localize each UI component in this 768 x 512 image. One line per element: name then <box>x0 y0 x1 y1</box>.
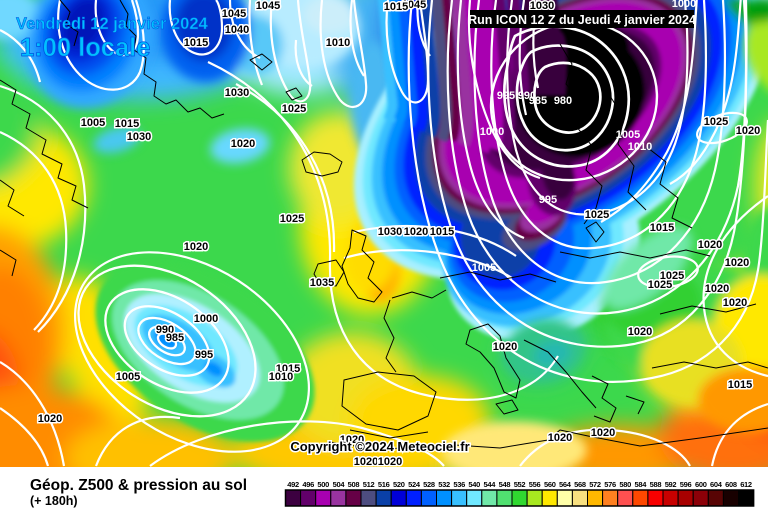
svg-text:1015: 1015 <box>728 379 752 391</box>
svg-text:1015: 1015 <box>276 363 300 375</box>
svg-text:1020: 1020 <box>725 257 749 269</box>
svg-text:1020: 1020 <box>231 138 255 150</box>
svg-text:1020: 1020 <box>493 341 517 353</box>
svg-text:1005: 1005 <box>472 262 496 274</box>
svg-text:560: 560 <box>544 480 556 489</box>
svg-text:516: 516 <box>378 480 390 489</box>
svg-text:584: 584 <box>634 480 647 489</box>
svg-text:604: 604 <box>710 480 723 489</box>
svg-text:1025: 1025 <box>585 209 609 221</box>
svg-text:552: 552 <box>514 480 526 489</box>
svg-text:544: 544 <box>483 480 496 489</box>
svg-text:536: 536 <box>453 480 465 489</box>
svg-text:612: 612 <box>740 480 752 489</box>
svg-text:985: 985 <box>166 332 184 344</box>
svg-text:524: 524 <box>408 480 421 489</box>
svg-text:596: 596 <box>680 480 692 489</box>
svg-text:1045: 1045 <box>222 8 246 20</box>
svg-text:1020: 1020 <box>628 326 652 338</box>
svg-text:504: 504 <box>333 480 346 489</box>
svg-text:1025: 1025 <box>648 279 672 291</box>
svg-text:990: 990 <box>518 90 536 102</box>
svg-text:1030: 1030 <box>127 131 151 143</box>
svg-text:1020: 1020 <box>736 125 760 137</box>
svg-text:588: 588 <box>650 480 662 489</box>
svg-text:Run ICON 12 Z du Jeudi 4 janvi: Run ICON 12 Z du Jeudi 4 janvier 2024 <box>468 13 696 27</box>
svg-text:990: 990 <box>156 324 174 336</box>
svg-text:532: 532 <box>438 480 450 489</box>
svg-text:1020: 1020 <box>404 226 428 238</box>
svg-text:1000: 1000 <box>672 0 696 10</box>
svg-text:500: 500 <box>317 480 329 489</box>
svg-text:572: 572 <box>589 480 601 489</box>
svg-text:564: 564 <box>559 480 572 489</box>
svg-text:1010: 1010 <box>269 371 293 383</box>
svg-text:1015: 1015 <box>430 226 454 238</box>
svg-text:Vendredi 12 janvier 2024: Vendredi 12 janvier 2024 <box>16 15 209 33</box>
svg-text:1020: 1020 <box>38 413 62 425</box>
svg-text:608: 608 <box>725 480 737 489</box>
svg-text:995: 995 <box>195 349 213 361</box>
svg-text:568: 568 <box>574 480 586 489</box>
svg-text:1005: 1005 <box>81 117 105 129</box>
svg-text:540: 540 <box>468 480 480 489</box>
svg-text:1020: 1020 <box>184 241 208 253</box>
svg-text:1030: 1030 <box>225 87 249 99</box>
svg-text:995: 995 <box>497 90 515 102</box>
svg-text:Copyright ©2024 Meteociel.fr: Copyright ©2024 Meteociel.fr <box>290 439 469 454</box>
svg-text:1015: 1015 <box>650 222 674 234</box>
svg-text:1015: 1015 <box>384 1 408 13</box>
svg-text:1010: 1010 <box>326 37 350 49</box>
svg-text:1000: 1000 <box>194 313 218 325</box>
svg-text:592: 592 <box>665 480 677 489</box>
svg-text:1030: 1030 <box>378 226 402 238</box>
svg-text:512: 512 <box>363 480 375 489</box>
svg-text:508: 508 <box>348 480 360 489</box>
svg-text:556: 556 <box>529 480 541 489</box>
svg-text:520: 520 <box>393 480 405 489</box>
svg-text:(+ 180h): (+ 180h) <box>30 494 78 508</box>
svg-text:576: 576 <box>604 480 616 489</box>
svg-text:1040: 1040 <box>225 24 249 36</box>
svg-text:580: 580 <box>619 480 631 489</box>
svg-text:1020: 1020 <box>705 283 729 295</box>
svg-text:1035: 1035 <box>310 277 334 289</box>
svg-text:Géop. Z500 & pression au sol: Géop. Z500 & pression au sol <box>30 477 247 494</box>
svg-text:1020: 1020 <box>340 434 364 446</box>
svg-text:1010: 1010 <box>628 141 652 153</box>
svg-text:1025: 1025 <box>660 270 684 282</box>
svg-text:528: 528 <box>423 480 435 489</box>
svg-text:1025: 1025 <box>704 116 728 128</box>
svg-text:492: 492 <box>287 480 299 489</box>
svg-text:1015: 1015 <box>184 37 208 49</box>
svg-text:548: 548 <box>499 480 511 489</box>
svg-text:995: 995 <box>539 194 557 206</box>
svg-text:1000: 1000 <box>480 126 504 138</box>
svg-text:1025: 1025 <box>282 103 306 115</box>
svg-text:1045: 1045 <box>402 0 426 11</box>
svg-text:1045: 1045 <box>256 0 280 12</box>
svg-text:985: 985 <box>529 95 547 107</box>
svg-text:1020: 1020 <box>354 456 378 468</box>
svg-text:1020: 1020 <box>591 427 615 439</box>
svg-text:1020: 1020 <box>378 456 402 468</box>
svg-text:1025: 1025 <box>280 213 304 225</box>
svg-text:980: 980 <box>554 95 572 107</box>
svg-text:1005: 1005 <box>616 129 640 141</box>
svg-text:1005: 1005 <box>116 371 140 383</box>
svg-text:600: 600 <box>695 480 707 489</box>
svg-text:1015: 1015 <box>115 118 139 130</box>
svg-text:1020: 1020 <box>698 239 722 251</box>
svg-text:1:00 locale: 1:00 locale <box>20 34 150 62</box>
svg-text:496: 496 <box>302 480 314 489</box>
svg-text:1020: 1020 <box>723 297 747 309</box>
svg-text:1020: 1020 <box>548 432 572 444</box>
